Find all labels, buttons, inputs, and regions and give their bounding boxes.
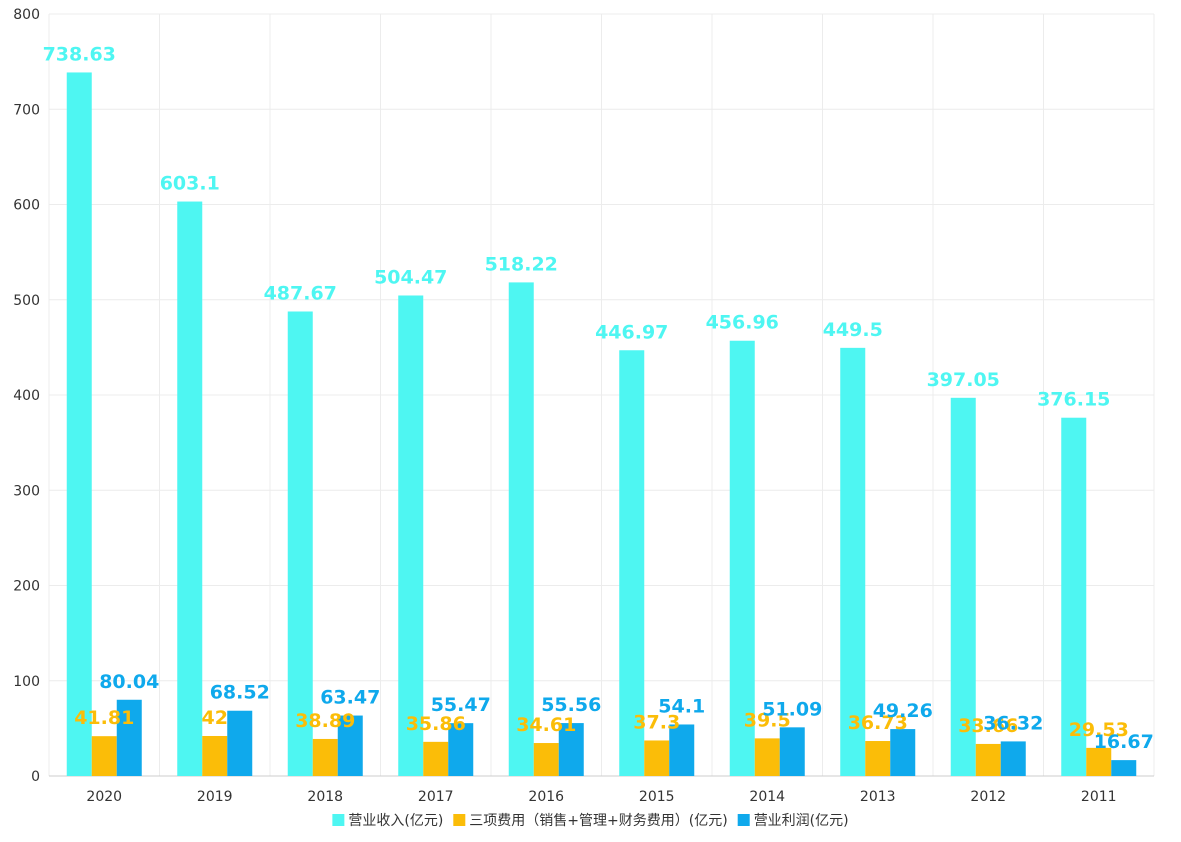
data-label-series-2: 29.53 bbox=[1069, 719, 1129, 741]
bar-series-2[interactable] bbox=[644, 740, 670, 776]
bar-series-2[interactable] bbox=[423, 741, 449, 776]
bar-series-2[interactable] bbox=[1086, 747, 1112, 776]
data-label-series-1: 518.22 bbox=[485, 253, 558, 275]
x-tick-label: 2014 bbox=[749, 789, 785, 805]
data-label-series-3: 51.09 bbox=[762, 698, 822, 720]
x-tick-label: 2016 bbox=[528, 789, 564, 805]
y-tick-label: 700 bbox=[13, 102, 40, 118]
bars bbox=[66, 72, 1137, 777]
data-label-series-3: 36.32 bbox=[983, 712, 1043, 734]
data-label-series-3: 68.52 bbox=[210, 682, 270, 704]
bar-series-2[interactable] bbox=[754, 738, 780, 776]
bar-series-3[interactable] bbox=[779, 727, 805, 776]
bar-series-2[interactable] bbox=[533, 743, 559, 776]
data-label-series-1: 446.97 bbox=[595, 321, 668, 343]
data-label-series-2: 41.81 bbox=[74, 707, 134, 729]
bar-series-1[interactable] bbox=[177, 201, 203, 777]
legend-item-series-2[interactable]: 三项费用（销售+管理+财务费用）(亿元) bbox=[453, 813, 728, 829]
data-label-series-2: 33.66 bbox=[958, 715, 1018, 737]
y-tick-label: 400 bbox=[13, 388, 40, 404]
data-labels: 738.63 603.1 487.67 504.47 518.22 446.97 456.9… bbox=[43, 43, 1154, 753]
legend-label: 三项费用（销售+管理+财务费用）(亿元) bbox=[469, 813, 727, 829]
x-axis: 2020 2019 2018 2017 2016 2015 2014 2013 2012 2011 bbox=[49, 775, 1154, 805]
data-label-series-3: 16.67 bbox=[1094, 731, 1154, 753]
data-label-series-3: 55.56 bbox=[541, 694, 601, 716]
x-tick-label: 2012 bbox=[970, 789, 1006, 805]
data-label-series-1: 397.05 bbox=[927, 369, 1000, 391]
data-label-series-1: 456.96 bbox=[706, 312, 779, 334]
bar-series-1[interactable] bbox=[398, 295, 424, 776]
x-tick-label: 2011 bbox=[1081, 789, 1117, 805]
y-tick-label: 500 bbox=[13, 293, 40, 309]
bar-series-1[interactable] bbox=[1061, 417, 1087, 776]
data-label-series-1: 376.15 bbox=[1037, 389, 1110, 411]
bar-series-3[interactable] bbox=[669, 724, 695, 776]
data-label-series-3: 54.1 bbox=[658, 695, 705, 717]
bar-series-3[interactable] bbox=[890, 729, 916, 776]
legend-swatch bbox=[453, 814, 466, 826]
data-label-series-1: 738.63 bbox=[43, 43, 116, 65]
bar-series-3[interactable] bbox=[558, 723, 584, 776]
bar-series-2[interactable] bbox=[865, 741, 891, 776]
y-tick-label: 0 bbox=[31, 769, 40, 785]
legend-label: 营业收入(亿元) bbox=[348, 813, 443, 829]
bar-series-2[interactable] bbox=[312, 738, 338, 776]
data-label-series-2: 36.73 bbox=[848, 712, 908, 734]
bar-series-3[interactable] bbox=[337, 715, 363, 776]
bar-series-3[interactable] bbox=[227, 710, 253, 776]
bar-series-1[interactable] bbox=[66, 72, 92, 776]
y-tick-label: 100 bbox=[13, 674, 40, 690]
y-tick-label: 800 bbox=[13, 7, 40, 23]
bar-series-1[interactable] bbox=[287, 311, 313, 776]
data-label-series-1: 449.5 bbox=[823, 319, 883, 341]
legend-item-series-3[interactable]: 营业利润(亿元) bbox=[737, 813, 849, 829]
bar-series-3[interactable] bbox=[1111, 760, 1137, 776]
data-label-series-3: 80.04 bbox=[99, 671, 159, 693]
data-label-series-2: 35.86 bbox=[406, 713, 466, 735]
x-tick-label: 2013 bbox=[860, 789, 896, 805]
data-label-series-1: 504.47 bbox=[374, 266, 447, 288]
bar-series-2[interactable] bbox=[91, 736, 117, 776]
data-label-series-2: 38.89 bbox=[295, 710, 355, 732]
y-tick-label: 200 bbox=[13, 579, 40, 595]
x-tick-label: 2018 bbox=[307, 789, 343, 805]
x-tick-label: 2017 bbox=[418, 789, 454, 805]
x-tick-label: 2019 bbox=[197, 789, 233, 805]
bar-series-1[interactable] bbox=[619, 350, 645, 776]
bar-series-3[interactable] bbox=[116, 699, 142, 776]
bar-series-2[interactable] bbox=[202, 735, 228, 776]
bar-series-3[interactable] bbox=[1000, 741, 1026, 776]
bar-series-1[interactable] bbox=[729, 340, 755, 776]
data-label-series-2: 39.5 bbox=[744, 709, 791, 731]
x-tick-label: 2020 bbox=[86, 789, 122, 805]
data-label-series-2: 34.61 bbox=[516, 714, 576, 736]
bar-series-1[interactable] bbox=[840, 347, 866, 776]
data-label-series-1: 487.67 bbox=[264, 282, 337, 304]
grid-lines bbox=[48, 13, 1155, 776]
bar-series-2[interactable] bbox=[975, 743, 1001, 776]
y-tick-label: 300 bbox=[13, 483, 40, 499]
legend-label: 营业利润(亿元) bbox=[754, 813, 849, 829]
data-label-series-3: 55.47 bbox=[431, 694, 491, 716]
data-label-series-2: 37.3 bbox=[633, 711, 680, 733]
data-label-series-1: 603.1 bbox=[160, 173, 220, 195]
legend-swatch bbox=[737, 814, 750, 826]
data-label-series-3: 49.26 bbox=[873, 700, 933, 722]
legend-swatch bbox=[332, 814, 345, 826]
bar-series-1[interactable] bbox=[508, 282, 534, 776]
legend-item-series-1[interactable]: 营业收入(亿元) bbox=[332, 813, 443, 829]
y-tick-label: 600 bbox=[13, 198, 40, 214]
x-tick-label: 2015 bbox=[639, 789, 675, 805]
data-label-series-3: 63.47 bbox=[320, 687, 380, 709]
y-axis: 0 100 200 300 400 500 600 700 800 bbox=[13, 7, 40, 785]
legend[interactable]: 营业收入(亿元) 三项费用（销售+管理+财务费用）(亿元) 营业利润(亿元) bbox=[332, 813, 849, 829]
data-label-series-2: 42 bbox=[202, 707, 228, 729]
bar-series-3[interactable] bbox=[448, 723, 474, 776]
bar-series-1[interactable] bbox=[950, 397, 976, 776]
